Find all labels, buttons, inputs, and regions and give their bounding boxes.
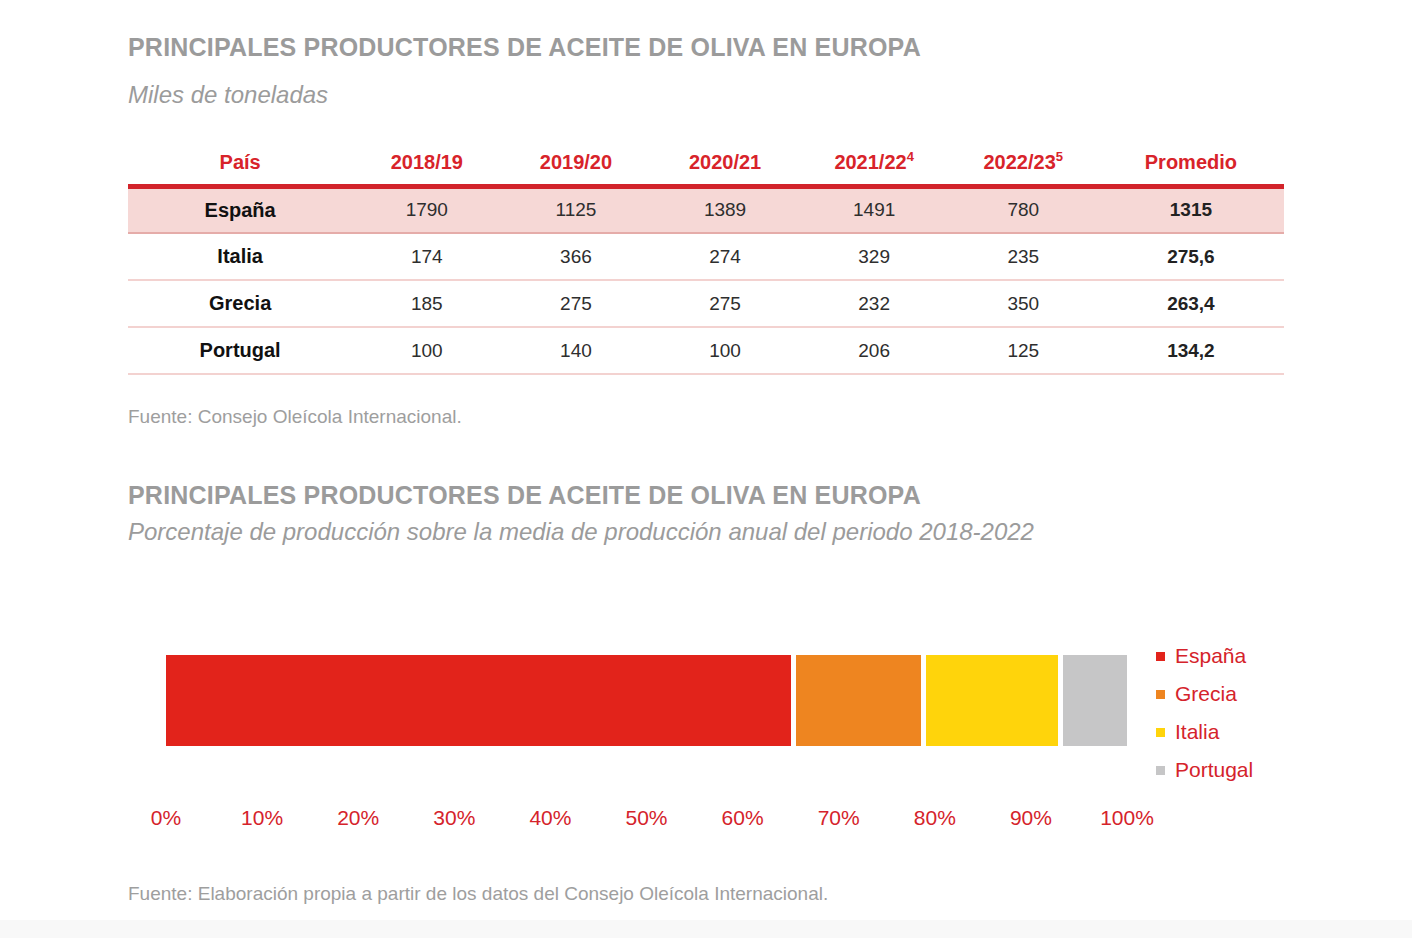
stacked-bar xyxy=(166,655,1127,746)
value-cell: 275 xyxy=(650,280,799,327)
bar-segment-portugal xyxy=(1063,655,1127,746)
promedio-cell: 134,2 xyxy=(1098,327,1284,374)
legend-item-españa: España xyxy=(1156,645,1253,667)
report-page: PRINCIPALES PRODUCTORES DE ACEITE DE OLI… xyxy=(0,0,1412,938)
value-cell: 329 xyxy=(800,233,949,280)
x-axis-tick: 50% xyxy=(625,806,667,830)
table-row-italia: Italia 174 366 274 329 235 275,6 xyxy=(128,233,1284,280)
table-header-row: País 2018/19 2019/20 2020/21 2021/224 20… xyxy=(128,140,1284,186)
table-subtitle: Miles de toneladas xyxy=(128,81,328,109)
chart-title: PRINCIPALES PRODUCTORES DE ACEITE DE OLI… xyxy=(128,481,921,510)
chart-subtitle: Porcentaje de producción sobre la media … xyxy=(128,518,1034,546)
col-header-2021-22: 2021/224 xyxy=(800,140,949,186)
table-row-grecia: Grecia 185 275 275 232 350 263,4 xyxy=(128,280,1284,327)
col-header-2022-23: 2022/235 xyxy=(949,140,1098,186)
chart-legend: España Grecia Italia Portugal xyxy=(1156,645,1253,781)
legend-swatch-icon xyxy=(1156,728,1165,737)
x-axis-tick: 70% xyxy=(818,806,860,830)
table-row-espana: España 1790 1125 1389 1491 780 1315 xyxy=(128,186,1284,233)
col-header-2018-19: 2018/19 xyxy=(352,140,501,186)
value-cell: 100 xyxy=(650,327,799,374)
value-cell: 780 xyxy=(949,186,1098,233)
x-axis-tick: 20% xyxy=(337,806,379,830)
value-cell: 232 xyxy=(800,280,949,327)
bar-segment-grecia xyxy=(796,655,921,746)
value-cell: 100 xyxy=(352,327,501,374)
promedio-cell: 263,4 xyxy=(1098,280,1284,327)
col-header-2019-20: 2019/20 xyxy=(501,140,650,186)
value-cell: 140 xyxy=(501,327,650,374)
x-axis-tick: 80% xyxy=(914,806,956,830)
legend-swatch-icon xyxy=(1156,766,1165,775)
x-axis-tick: 40% xyxy=(529,806,571,830)
table-title: PRINCIPALES PRODUCTORES DE ACEITE DE OLI… xyxy=(128,33,921,62)
x-axis-tick: 10% xyxy=(241,806,283,830)
promedio-cell: 275,6 xyxy=(1098,233,1284,280)
value-cell: 274 xyxy=(650,233,799,280)
table-row-portugal: Portugal 100 140 100 206 125 134,2 xyxy=(128,327,1284,374)
promedio-cell: 1315 xyxy=(1098,186,1284,233)
country-cell: Grecia xyxy=(128,280,352,327)
country-cell: España xyxy=(128,186,352,233)
legend-label: Grecia xyxy=(1175,682,1237,706)
col-header-pais: País xyxy=(128,140,352,186)
bar-segment-italia xyxy=(926,655,1058,746)
legend-label: España xyxy=(1175,644,1246,668)
legend-item-grecia: Grecia xyxy=(1156,683,1253,705)
value-cell: 235 xyxy=(949,233,1098,280)
value-cell: 125 xyxy=(949,327,1098,374)
chart-source: Fuente: Elaboración propia a partir de l… xyxy=(128,883,828,905)
value-cell: 174 xyxy=(352,233,501,280)
bar-segment-españa xyxy=(166,655,791,746)
col-header-2020-21: 2020/21 xyxy=(650,140,799,186)
legend-label: Portugal xyxy=(1175,758,1253,782)
x-axis: 0%10%20%30%40%50%60%70%80%90%100% xyxy=(166,806,1127,836)
legend-swatch-icon xyxy=(1156,690,1165,699)
value-cell: 1125 xyxy=(501,186,650,233)
value-cell: 1790 xyxy=(352,186,501,233)
value-cell: 275 xyxy=(501,280,650,327)
x-axis-tick: 0% xyxy=(151,806,181,830)
value-cell: 1389 xyxy=(650,186,799,233)
x-axis-tick: 100% xyxy=(1100,806,1154,830)
legend-swatch-icon xyxy=(1156,652,1165,661)
value-cell: 206 xyxy=(800,327,949,374)
page-bottom-edge xyxy=(0,920,1412,938)
x-axis-tick: 30% xyxy=(433,806,475,830)
legend-item-italia: Italia xyxy=(1156,721,1253,743)
value-cell: 185 xyxy=(352,280,501,327)
value-cell: 350 xyxy=(949,280,1098,327)
value-cell: 1491 xyxy=(800,186,949,233)
country-cell: Portugal xyxy=(128,327,352,374)
country-cell: Italia xyxy=(128,233,352,280)
legend-label: Italia xyxy=(1175,720,1219,744)
production-table: País 2018/19 2019/20 2020/21 2021/224 20… xyxy=(128,140,1284,375)
table-source: Fuente: Consejo Oleícola Internacional. xyxy=(128,406,462,428)
x-axis-tick: 60% xyxy=(722,806,764,830)
x-axis-tick: 90% xyxy=(1010,806,1052,830)
value-cell: 366 xyxy=(501,233,650,280)
col-header-promedio: Promedio xyxy=(1098,140,1284,186)
legend-item-portugal: Portugal xyxy=(1156,759,1253,781)
